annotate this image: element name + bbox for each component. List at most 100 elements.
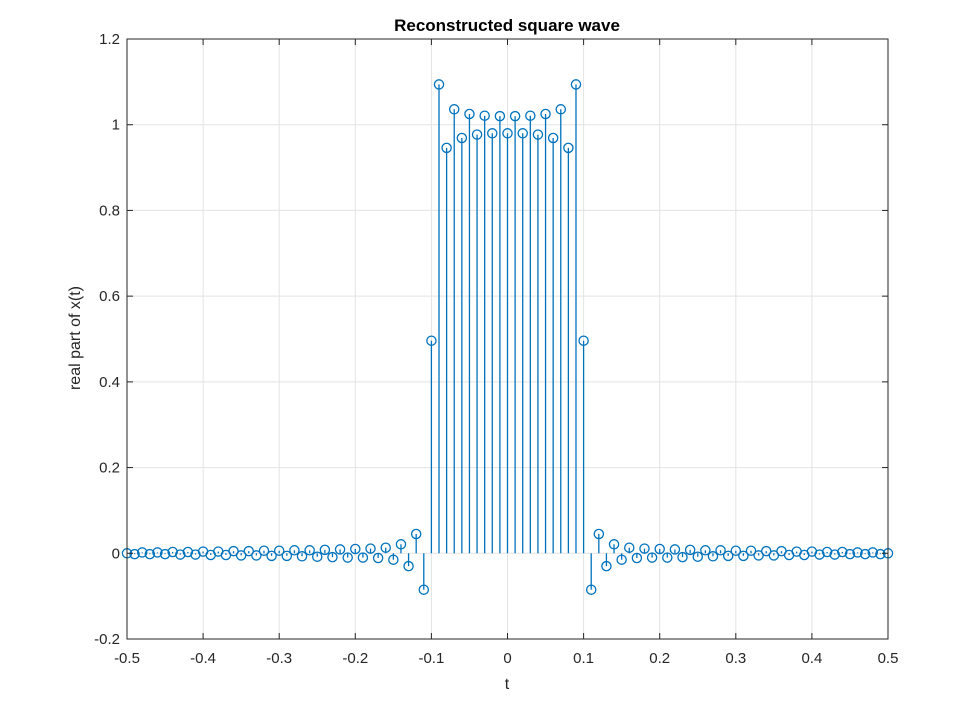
x-tick-label: 0.1 — [573, 650, 594, 667]
stem-marker — [471, 129, 483, 140]
stem-marker — [525, 110, 536, 121]
stem-marker — [616, 554, 627, 565]
stem-marker — [144, 548, 156, 560]
stem-marker — [159, 548, 171, 560]
stem-marker — [388, 554, 399, 565]
stem-marker — [715, 545, 726, 556]
stem-marker — [281, 550, 293, 562]
stem-marker — [273, 545, 285, 556]
stem-marker — [372, 552, 384, 564]
stem-marker — [555, 104, 567, 115]
stem-marker — [875, 548, 886, 560]
stem-marker — [684, 544, 696, 556]
stem-marker — [410, 528, 422, 540]
stem-marker — [829, 549, 840, 560]
stem-marker — [403, 560, 414, 572]
stem-marker — [365, 543, 376, 554]
stem-marker — [258, 545, 270, 556]
stem-marker — [700, 545, 711, 556]
stem-marker — [844, 548, 856, 560]
x-tick-label: 0 — [503, 650, 511, 667]
stem-marker — [136, 547, 148, 558]
stem-marker — [821, 546, 833, 558]
stem-marker — [319, 544, 331, 556]
stem-marker — [585, 584, 597, 595]
stem-marker — [152, 547, 163, 558]
stem-marker — [380, 542, 391, 553]
stem-marker — [547, 132, 559, 144]
y-tick-label: 1 — [112, 117, 120, 134]
y-tick-label: 1.2 — [99, 31, 120, 48]
stem-marker — [334, 544, 346, 555]
chart-title: Reconstructed square wave — [394, 16, 620, 35]
x-tick-labels: -0.5 -0.4 -0.3 -0.2 -0.1 0 0.1 0.2 0.3 0.4 0.5 — [114, 650, 898, 667]
stem-marker — [852, 547, 863, 558]
y-axis-label: real part of x(t) — [67, 286, 84, 390]
stem-marker — [175, 549, 186, 560]
stem-marker — [426, 335, 437, 346]
stem-marker — [867, 547, 879, 558]
stem-marker — [654, 543, 665, 555]
stem-marker — [129, 548, 140, 560]
stem-marker — [859, 548, 871, 560]
stem-marker — [487, 128, 498, 139]
x-axis-label: t — [505, 676, 510, 693]
stems-layer — [121, 79, 894, 595]
stem-marker — [167, 546, 178, 558]
stem-marker — [578, 335, 589, 346]
stem-marker — [570, 79, 582, 90]
x-tick-label: -0.5 — [114, 650, 140, 667]
x-tick-label: -0.4 — [190, 650, 216, 667]
stem-marker — [669, 544, 681, 555]
stem-marker — [662, 552, 673, 563]
stem-marker — [692, 551, 704, 562]
stem-marker — [837, 546, 848, 558]
stem-marker — [433, 79, 445, 90]
stem-marker — [738, 550, 749, 562]
y-tick-labels: -0.2 0 0.2 0.4 0.6 0.8 1 1.2 — [94, 31, 120, 648]
stem-marker — [646, 552, 658, 563]
stem-marker — [182, 546, 194, 558]
x-tick-label: 0.5 — [878, 650, 899, 667]
x-tick-label: 0.2 — [649, 650, 670, 667]
stem-marker — [327, 551, 338, 563]
y-tick-label: 0.2 — [99, 460, 120, 477]
y-tick-label: 0.4 — [99, 374, 120, 391]
stem-marker — [624, 542, 635, 553]
stem-marker — [479, 110, 490, 121]
stem-marker — [730, 545, 742, 556]
x-tick-label: 0.3 — [725, 650, 746, 667]
x-tick-label: 0.4 — [801, 650, 822, 667]
stem-marker — [631, 552, 643, 564]
stem-marker — [304, 545, 315, 556]
stem-marker — [509, 110, 521, 122]
stem-marker — [593, 528, 605, 540]
stem-marker — [677, 551, 688, 563]
stem-marker — [517, 128, 528, 139]
stem-marker — [502, 128, 513, 139]
stem-marker — [418, 584, 430, 595]
y-tick-label: 0.6 — [99, 288, 120, 305]
stem-marker — [608, 539, 620, 550]
stem-marker — [342, 552, 353, 563]
stem-marker — [639, 543, 650, 554]
stem-marker — [251, 550, 262, 561]
stem-marker — [296, 551, 308, 562]
stem-marker — [395, 539, 407, 550]
stem-marker — [289, 545, 300, 556]
stem-marker — [540, 108, 551, 120]
stem-marker — [814, 549, 825, 560]
stem-marker — [456, 132, 468, 144]
stem-marker — [707, 551, 719, 562]
y-tick-label: 0.8 — [99, 202, 120, 219]
stem-marker — [563, 142, 574, 154]
stem-marker — [722, 550, 734, 562]
stem-marker — [532, 129, 544, 140]
x-tick-label: -0.2 — [342, 650, 368, 667]
stem-marker — [441, 142, 452, 154]
stem-marker — [311, 551, 323, 562]
stem-marker — [448, 104, 460, 115]
x-tick-label: -0.1 — [418, 650, 444, 667]
stem-marker — [266, 550, 277, 562]
x-tick-label: -0.3 — [266, 650, 292, 667]
